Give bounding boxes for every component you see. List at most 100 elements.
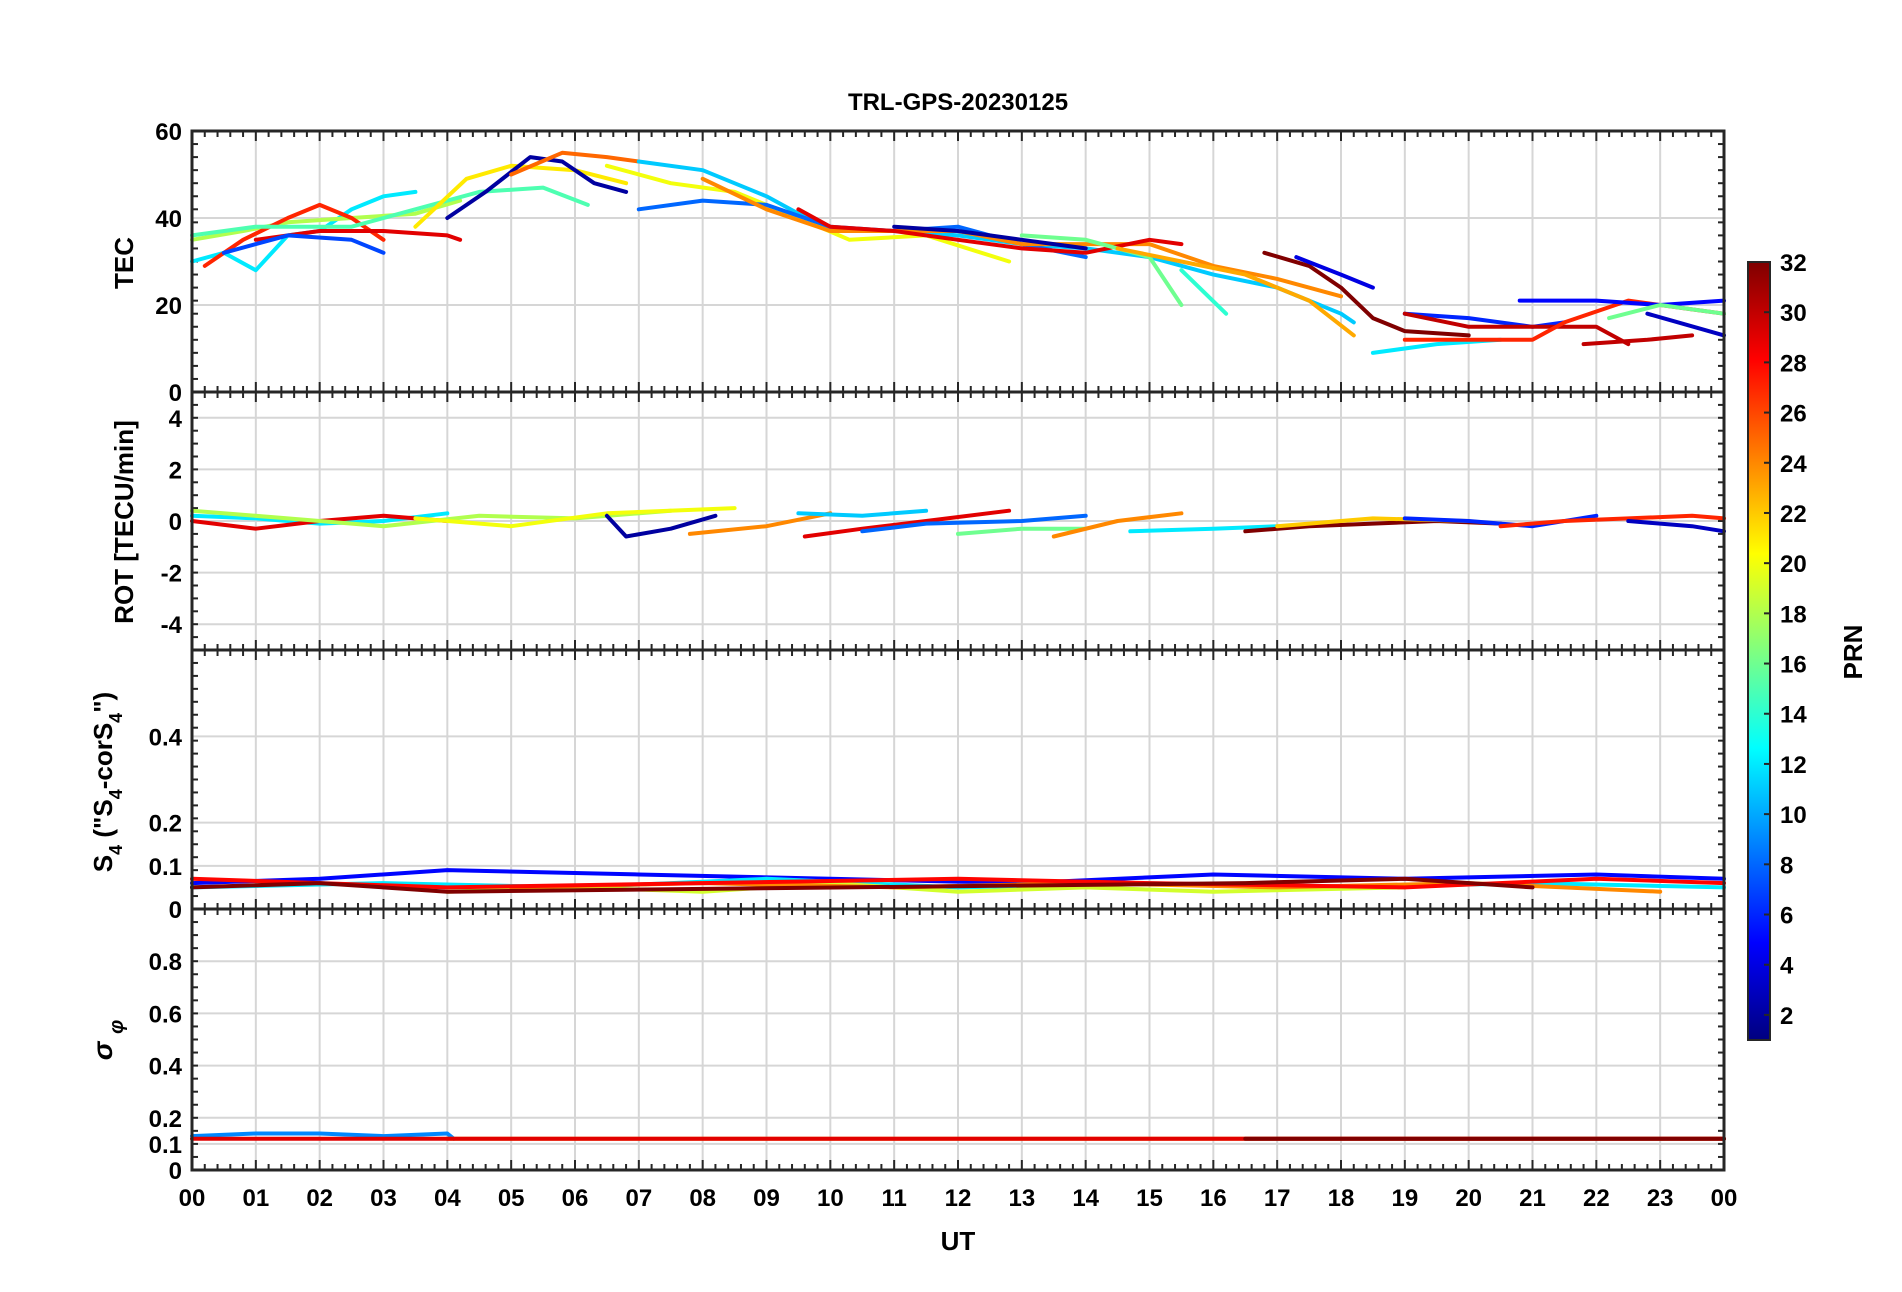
y-tick-label: 0.1 (149, 854, 182, 881)
series-line-prn-7 (221, 233, 386, 255)
y-tick-label: 0 (169, 380, 182, 407)
x-tick-label: 12 (945, 1185, 972, 1212)
series-line-prn-2 (892, 224, 1088, 251)
y-tick-label: 2 (169, 457, 182, 484)
y-tick-label: 0.6 (149, 1001, 182, 1028)
y-axis-label-tec: TEC (109, 237, 139, 289)
colorbar-tick-label: 32 (1780, 250, 1807, 277)
series-line-prn-8 (860, 513, 1088, 534)
x-tick-label: 18 (1328, 1185, 1355, 1212)
x-axis-label: UT (941, 1226, 976, 1256)
colorbar-gradient (1747, 261, 1771, 1041)
series-line-prn-21 (413, 163, 629, 229)
colorbar-tick-label: 4 (1780, 953, 1794, 980)
series-line-prn-5 (1517, 298, 1726, 307)
y-tick-label: 0.2 (149, 811, 182, 838)
x-tick-label: 00 (1711, 1185, 1738, 1212)
series-line-prn-11 (796, 508, 929, 518)
x-tick-label: 04 (434, 1185, 461, 1212)
colorbar-tick-label: 2 (1780, 1003, 1793, 1030)
x-tick-label: 23 (1647, 1185, 1674, 1212)
series-line-prn-27 (1498, 513, 1726, 529)
y-tick-label: 0.4 (149, 1054, 183, 1081)
y-tick-label: 20 (155, 293, 182, 320)
y-tick-label: 60 (155, 119, 182, 146)
x-tick-label: 09 (753, 1185, 780, 1212)
series-line-prn-12 (1128, 524, 1280, 534)
series-line-prn-2 (604, 513, 718, 539)
series-line-prn-3 (1626, 519, 1726, 534)
y-tick-label: 40 (155, 206, 182, 233)
series-line-prn-24 (700, 176, 1343, 299)
series-line-prn-24 (687, 511, 833, 536)
y-tick-label: 0 (169, 897, 182, 924)
x-tick-label: 05 (498, 1185, 525, 1212)
colorbar-tick-label: 10 (1780, 802, 1807, 829)
colorbar-tick-label: 18 (1780, 601, 1807, 628)
colorbar-label: PRN (1838, 625, 1868, 680)
y-axis-label-rot: ROT [TECU/min] (109, 420, 139, 624)
series-line-prn-30 (1581, 333, 1695, 347)
colorbar-tick-label: 14 (1780, 702, 1807, 729)
y-axis-label-sigma: σ φ (87, 1020, 128, 1060)
series-line-prn-15 (190, 185, 590, 238)
series-line-prn-9 (190, 1131, 456, 1141)
x-tick-label: 22 (1583, 1185, 1610, 1212)
x-tick-label: 02 (306, 1185, 333, 1212)
series-line-prn-32 (1262, 250, 1471, 338)
y-tick-label: -4 (161, 612, 183, 639)
y-tick-label: -2 (161, 561, 182, 588)
colorbar-tick-label: 16 (1780, 652, 1807, 679)
colorbar-tick-label: 20 (1780, 551, 1807, 578)
panel-tec: 0 20 40 60 (155, 119, 1726, 407)
x-tick-label: 14 (1072, 1185, 1099, 1212)
series-line-prn-16 (956, 526, 1088, 536)
x-tick-label: 10 (817, 1185, 844, 1212)
colorbar-tick-label: 22 (1780, 501, 1807, 528)
series-line-prn-25 (509, 150, 641, 177)
x-tick-label: 17 (1264, 1185, 1291, 1212)
x-tick-label: 07 (625, 1185, 652, 1212)
series-line-prn-29 (802, 508, 1012, 539)
panel-s4: 0 0.1 0.2 0.4 (149, 648, 1726, 924)
colorbar-tick-label: 28 (1780, 350, 1807, 377)
y-tick-label: 0 (169, 1158, 182, 1185)
y-tick-label: 0.8 (149, 949, 182, 976)
x-tick-label: 03 (370, 1185, 397, 1212)
series-line-prn-11 (636, 159, 1356, 325)
series-line-prn-32 (190, 876, 1535, 894)
x-tick-label: 21 (1519, 1185, 1546, 1212)
x-tick-label: 06 (562, 1185, 589, 1212)
series-line-prn-3 (1645, 311, 1726, 338)
series-line-prn-18 (190, 198, 463, 242)
series-line-prn-29 (253, 229, 463, 242)
series-line-prn-16 (1607, 303, 1726, 321)
x-tick-label: 16 (1200, 1185, 1227, 1212)
series-line-prn-23 (1115, 246, 1356, 338)
colorbar-tick-label: 30 (1780, 300, 1807, 327)
colorbar-tick-label: 6 (1780, 903, 1793, 930)
y-axis-label-s4: S4 ("S4-corS4") (88, 692, 126, 872)
series-line-prn-27 (202, 202, 386, 268)
y-tick-label: 0.2 (149, 1106, 182, 1133)
x-tick-label: 20 (1455, 1185, 1482, 1212)
panel-sigma: 00.10.2 0.4 0.6 0.8 (149, 907, 1726, 1185)
x-tick-labels: 00 01 02 03 04 05 06 07 08 09 10 11 12 13 14 15 16 17 18 19… (179, 1185, 1738, 1212)
panel-rot: -4 -2 0 2 4 (161, 390, 1726, 652)
series-line-prn-4 (1294, 255, 1375, 290)
chart-title: TRL-GPS-20230125 (848, 89, 1068, 116)
y-tick-label: 0 (169, 509, 182, 536)
y-tick-label: 4 (169, 406, 183, 433)
x-tick-label: 13 (1008, 1185, 1035, 1212)
colorbar-tick-label: 26 (1780, 401, 1807, 428)
colorbar-tick-label: 12 (1780, 752, 1807, 779)
x-tick-label: 08 (689, 1185, 716, 1212)
series-line-prn-6 (1402, 311, 1567, 329)
x-tick-label: 19 (1391, 1185, 1418, 1212)
colorbar-tick-label: 8 (1780, 852, 1793, 879)
series-line-prn-24 (1051, 511, 1184, 539)
x-tick-label: 00 (179, 1185, 206, 1212)
series-line-prn-30 (1402, 311, 1631, 347)
